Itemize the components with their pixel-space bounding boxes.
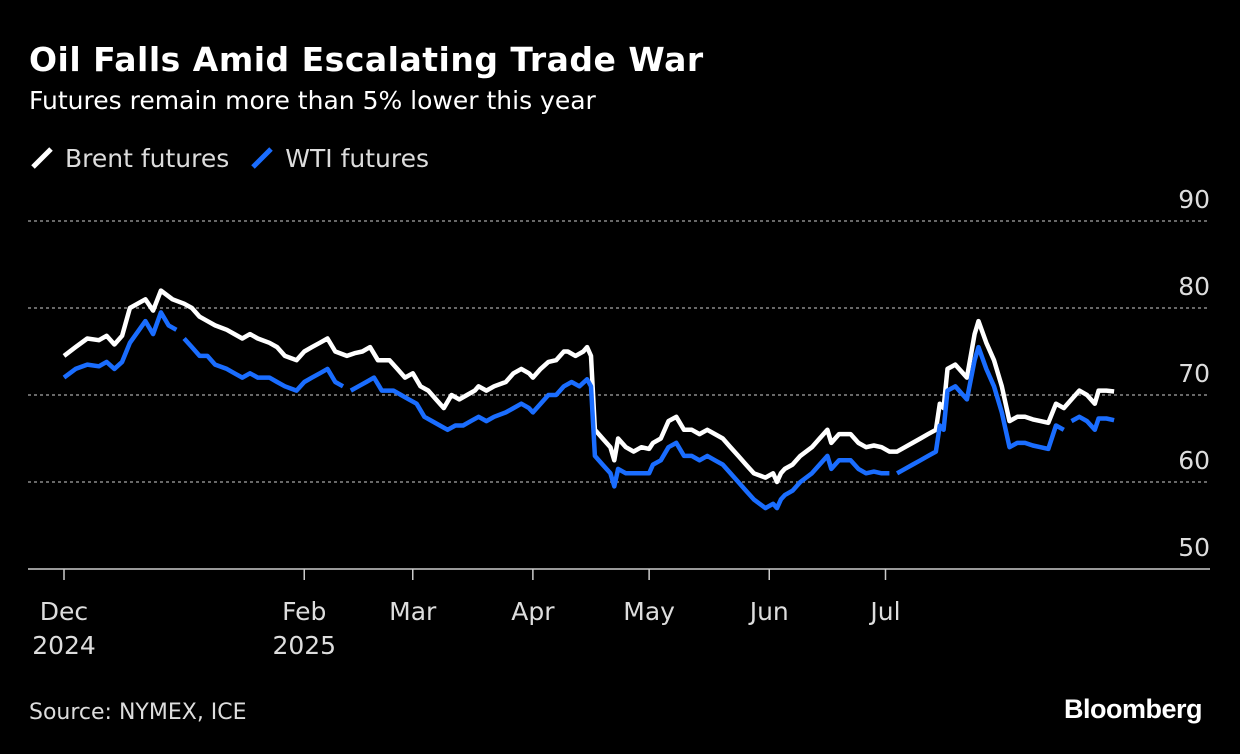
wti-legend-swatch-icon (251, 147, 274, 169)
legend-label-brent: Brent futures (65, 143, 230, 173)
legend-item-brent: Brent futures (29, 144, 229, 173)
x-tick-label-feb: Feb (282, 597, 326, 626)
y-tick-label-70: 70 (1178, 359, 1210, 388)
x-tick-label-jun: Jun (748, 597, 789, 626)
legend-item-wti: WTI futures (249, 144, 429, 173)
y-tick-label-50: 50 (1178, 533, 1210, 562)
source-note: Source: NYMEX, ICE (29, 700, 247, 725)
x-tick-label-jul: Jul (868, 597, 900, 626)
chart-subtitle: Futures remain more than 5% lower this y… (29, 86, 596, 115)
y-tick-label-90: 90 (1178, 185, 1210, 214)
legend-label-wti: WTI futures (285, 143, 430, 173)
bloomberg-logo: Bloomberg (1063, 694, 1203, 724)
x-tick-label-apr: Apr (511, 597, 555, 626)
legend: Brent futures WTI futures (29, 142, 449, 174)
chart-title: Oil Falls Amid Escalating Trade War (29, 40, 704, 79)
x-tick-label-dec: Dec (40, 597, 88, 626)
x-tick-label-mar: Mar (389, 597, 437, 626)
x-tick-year-2024: 2024 (32, 631, 96, 660)
brent-legend-swatch-icon (31, 147, 53, 169)
x-tick-label-may: May (623, 597, 675, 626)
y-tick-label-80: 80 (1178, 272, 1210, 301)
y-tick-label-60: 60 (1178, 446, 1210, 475)
series-line-wti (62, 310, 1115, 511)
series-line-brent (62, 288, 1115, 485)
x-tick-year-2025: 2025 (272, 631, 336, 660)
